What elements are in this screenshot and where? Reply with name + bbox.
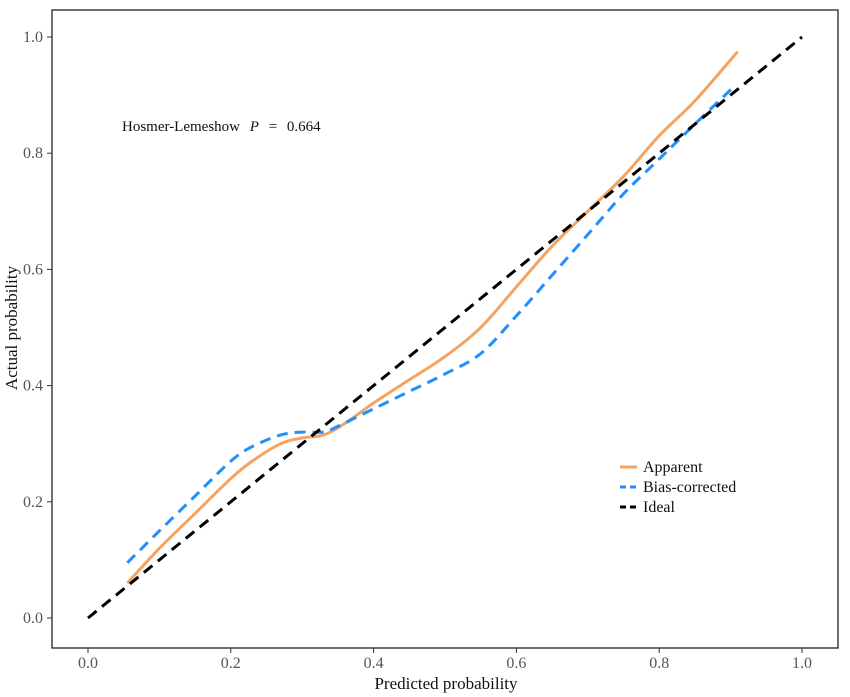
annotation-value: 0.664 bbox=[287, 119, 321, 135]
y-tick-label: 0.8 bbox=[23, 145, 43, 162]
plot-frame bbox=[51, 9, 839, 649]
legend: Apparent Bias-corrected Ideal bbox=[620, 459, 736, 516]
x-tick-label: 0.2 bbox=[221, 655, 241, 672]
x-tick-label: 1.0 bbox=[792, 655, 812, 672]
x-tick-label: 0.6 bbox=[506, 655, 526, 672]
legend-label-apparent: Apparent bbox=[643, 459, 703, 476]
y-tick-label: 1.0 bbox=[23, 29, 43, 46]
y-tick-label: 0.2 bbox=[23, 494, 43, 511]
annotation-prefix: Hosmer-Lemeshow bbox=[122, 119, 240, 135]
x-axis-title: Predicted probability bbox=[374, 674, 518, 693]
series-line-ideal bbox=[87, 35, 803, 620]
x-tick-label: 0.8 bbox=[649, 655, 669, 672]
x-tick-label: 0.4 bbox=[364, 655, 384, 672]
legend-label-ideal: Ideal bbox=[643, 499, 676, 516]
legend-label-bias-corrected: Bias-corrected bbox=[643, 479, 736, 496]
y-tick-label: 0.0 bbox=[23, 610, 43, 627]
series-line-bias-corrected bbox=[126, 85, 736, 564]
y-tick-label: 0.4 bbox=[23, 378, 43, 395]
hosmer-lemeshow-annotation: Hosmer-Lemeshow P = 0.664 bbox=[122, 119, 321, 135]
y-tick-label: 0.6 bbox=[23, 261, 43, 278]
annotation-equals: = bbox=[269, 119, 277, 135]
series-line-apparent bbox=[126, 50, 739, 585]
y-axis-title: Actual probability bbox=[2, 265, 21, 390]
annotation-symbol: P bbox=[249, 119, 259, 135]
x-tick-label: 0.0 bbox=[78, 655, 98, 672]
